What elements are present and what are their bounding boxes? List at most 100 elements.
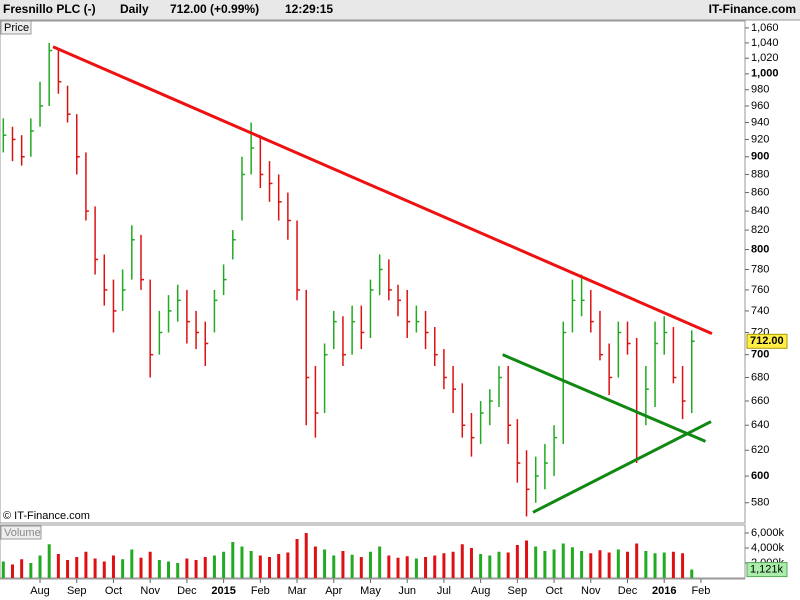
volume-bar — [268, 557, 272, 578]
volume-bar — [534, 546, 538, 578]
x-tick-label: May — [360, 585, 381, 597]
copyright: © IT-Finance.com — [3, 510, 90, 522]
volume-panel — [0, 524, 746, 579]
volume-bar — [231, 542, 235, 578]
last-volume-label: 1,121k — [750, 563, 784, 575]
volume-bar — [222, 551, 226, 578]
y-tick-label: 1,060 — [751, 22, 779, 34]
volume-tick-label: 6,000k — [751, 527, 785, 539]
y-tick-label: 640 — [751, 419, 769, 431]
volume-bar — [616, 549, 620, 578]
volume-bar — [525, 540, 529, 578]
volume-bar — [286, 552, 290, 578]
x-tick-label: Feb — [251, 585, 270, 597]
x-tick-label: Jun — [398, 585, 416, 597]
volume-bar — [479, 554, 483, 578]
volume-bar — [589, 553, 593, 578]
price-label-box — [0, 20, 32, 35]
volume-bar — [323, 549, 327, 578]
x-tick-label: Nov — [140, 585, 160, 597]
volume-bar — [56, 554, 60, 578]
volume-bar — [460, 544, 464, 578]
x-tick-label: Nov — [581, 585, 601, 597]
volume-bar — [249, 551, 253, 578]
y-tick-label: 740 — [751, 305, 769, 317]
y-tick-label: 940 — [751, 116, 769, 128]
x-tick-label: Aug — [471, 585, 491, 597]
volume-bar — [258, 555, 262, 578]
volume-bar — [350, 554, 354, 578]
volume-bar — [93, 558, 97, 578]
volume-bar — [66, 560, 70, 578]
volume-bar — [662, 552, 666, 578]
y-tick-label: 980 — [751, 84, 769, 96]
volume-bar — [313, 546, 317, 578]
y-tick-label: 900 — [751, 151, 769, 163]
y-tick-label: 920 — [751, 133, 769, 145]
y-tick-label: 780 — [751, 263, 769, 275]
volume-bar — [635, 543, 639, 578]
volume-bar — [580, 551, 584, 578]
y-tick-label: 600 — [751, 470, 769, 482]
volume-bar — [341, 551, 345, 578]
x-tick-label: Jul — [437, 585, 451, 597]
y-tick-label: 680 — [751, 371, 769, 383]
x-tick-label: Oct — [546, 585, 563, 597]
volume-bar — [506, 552, 510, 578]
volume-bar — [295, 539, 299, 578]
x-tick-label: 2015 — [211, 585, 235, 597]
volume-label: Volume — [4, 527, 41, 539]
x-tick-label: 2016 — [652, 585, 676, 597]
volume-bar — [671, 551, 675, 578]
y-tick-label: 1,020 — [751, 52, 779, 64]
volume-bar — [194, 560, 198, 578]
header-interval: Daily — [120, 2, 149, 16]
volume-bar — [433, 555, 437, 578]
volume-bar — [167, 561, 171, 578]
volume-bar — [442, 553, 446, 578]
x-tick-label: Apr — [325, 585, 342, 597]
volume-bar — [552, 549, 556, 578]
x-tick-label: Dec — [618, 585, 638, 597]
y-tick-label: 620 — [751, 444, 769, 456]
y-tick-label: 760 — [751, 284, 769, 296]
volume-bar — [451, 551, 455, 578]
volume-bar — [690, 569, 694, 578]
header-title: Fresnillo PLC (-) — [3, 2, 96, 16]
y-tick-label: 1,000 — [751, 68, 779, 80]
volume-bar — [681, 553, 685, 578]
volume-bar — [378, 546, 382, 578]
volume-bar — [176, 563, 180, 578]
header-source: IT-Finance.com — [709, 2, 796, 16]
y-tick-label: 1,040 — [751, 37, 779, 49]
volume-bar — [111, 555, 115, 578]
volume-bar — [570, 547, 574, 578]
volume-bar — [29, 563, 33, 578]
volume-bar — [387, 555, 391, 578]
trendline — [532, 420, 712, 514]
volume-bar — [368, 551, 372, 578]
volume-bar — [84, 551, 88, 578]
volume-bar — [47, 544, 51, 578]
volume-bar — [653, 553, 657, 578]
last-price-box — [746, 333, 788, 349]
volume-bar — [598, 550, 602, 578]
x-tick-label: Oct — [105, 585, 122, 597]
volume-bar — [185, 558, 189, 578]
x-tick-label: Aug — [30, 585, 50, 597]
volume-bar — [212, 555, 216, 578]
volume-bar — [359, 557, 363, 578]
trendline — [502, 353, 707, 443]
volume-bar — [139, 557, 143, 578]
volume-bar — [424, 557, 428, 578]
volume-bar — [1, 561, 5, 578]
volume-bar — [626, 551, 630, 578]
volume-bar — [488, 555, 492, 578]
header-time: 12:29:15 — [285, 2, 333, 16]
volume-bar — [38, 555, 42, 578]
x-tick-label: Sep — [508, 585, 528, 597]
volume-bar — [332, 555, 336, 578]
volume-bar — [102, 561, 106, 578]
x-tick-label: Mar — [288, 585, 307, 597]
